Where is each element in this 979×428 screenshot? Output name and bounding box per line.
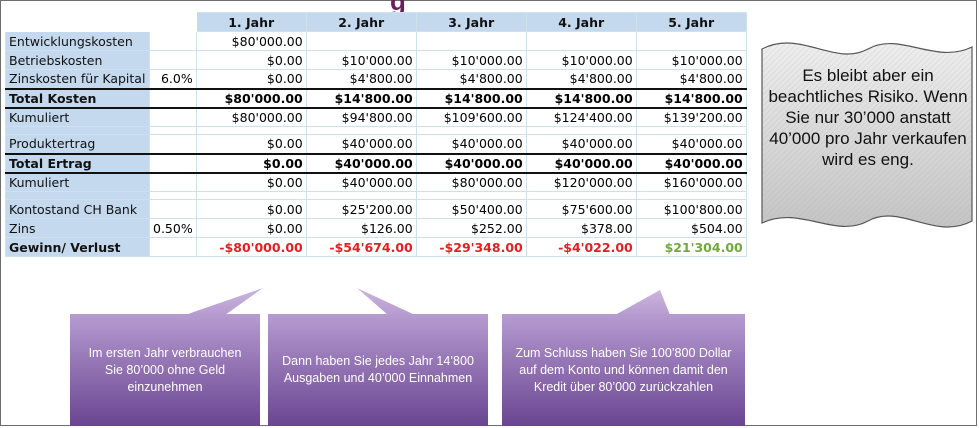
row-label: Kumuliert (5, 107, 150, 127)
value-cell: $504.00 (635, 218, 747, 238)
row-label: Total Kosten (5, 87, 150, 109)
value-cell: $75'600.00 (525, 199, 637, 219)
value-cell: $100'800.00 (635, 199, 747, 219)
value-cell: $80'000.00 (415, 172, 527, 192)
value-cell: $14'800.00 (305, 87, 417, 109)
callout-pointer-3 (615, 290, 670, 315)
row-label: Entwicklungskosten (5, 31, 150, 51)
value-cell: $40'000.00 (415, 152, 527, 174)
header-year-4: 4. Jahr (525, 12, 637, 32)
header-year-5: 5. Jahr (635, 12, 747, 32)
table-row: Kontostand CH Bank $0.00 $25'200.00 $50'… (5, 199, 747, 219)
row-label: Kumuliert (5, 172, 150, 192)
row-label: Kontostand CH Bank (5, 199, 150, 219)
row-label: Total Ertrag (5, 152, 150, 174)
value-cell: $0.00 (195, 152, 307, 174)
value-cell: $21'304.00 (635, 237, 747, 257)
callout-pointer-1 (185, 288, 263, 315)
value-cell: $50'400.00 (415, 199, 527, 219)
value-cell: -$4'022.00 (525, 237, 637, 257)
risk-note: Es bleibt aber ein beachtliches Risiko. … (760, 35, 976, 235)
table-row: Entwicklungskosten $80'000.00 (5, 31, 747, 51)
value-cell: $40'000.00 (305, 134, 417, 154)
value-cell: -$80'000.00 (195, 237, 307, 257)
table-header-row: 1. Jahr 2. Jahr 3. Jahr 4. Jahr 5. Jahr (5, 12, 747, 32)
value-cell: $10'000.00 (415, 50, 527, 70)
value-cell: -$29'348.00 (415, 237, 527, 257)
value-cell: $252.00 (415, 218, 527, 238)
callout-yearly-costs: Dann haben Sie jedes Jahr 14’800 Ausgabe… (268, 314, 488, 426)
value-cell: $139'200.00 (635, 107, 747, 127)
callout-text: Dann haben Sie jedes Jahr 14’800 Ausgabe… (282, 354, 474, 385)
wavy-note-shape (761, 42, 973, 228)
risk-note-text: Es bleibt aber ein beachtliches Risiko. … (768, 66, 968, 169)
table-row: Kumuliert $80'000.00 $94'800.00 $109'600… (5, 107, 747, 127)
value-cell: -$54'674.00 (305, 237, 417, 257)
value-cell: $14'800.00 (635, 87, 747, 109)
value-cell: $80'000.00 (195, 31, 307, 51)
callout-pointer-2 (357, 288, 415, 315)
value-cell: $160'000.00 (635, 172, 747, 192)
value-cell: $0.00 (195, 50, 307, 70)
value-cell: $378.00 (525, 218, 637, 238)
value-cell: $0.00 (195, 199, 307, 219)
table-row: Zins 0.50% $0.00 $126.00 $252.00 $378.00… (5, 218, 747, 238)
callout-text: Zum Schluss haben Sie 100’800 Dollar auf… (515, 345, 732, 394)
row-label: Zins (5, 218, 150, 238)
value-cell: $40'000.00 (635, 152, 747, 174)
header-year-3: 3. Jahr (415, 12, 527, 32)
value-cell: $40'000.00 (415, 134, 527, 154)
table-row-total-revenue: Total Ertrag $0.00 $40'000.00 $40'000.00… (5, 152, 747, 174)
financial-table: 1. Jahr 2. Jahr 3. Jahr 4. Jahr 5. Jahr … (5, 12, 747, 257)
value-cell: $80'000.00 (195, 87, 307, 109)
value-cell: $14'800.00 (525, 87, 637, 109)
value-cell: $40'000.00 (305, 172, 417, 192)
value-cell: $25'200.00 (305, 199, 417, 219)
table-row: Kumuliert $0.00 $40'000.00 $80'000.00 $1… (5, 172, 747, 192)
row-label: Gewinn/ Verlust (5, 237, 150, 257)
value-cell: $14'800.00 (415, 87, 527, 109)
value-cell: $40'000.00 (305, 152, 417, 174)
table-row-profit-loss: Gewinn/ Verlust -$80'000.00 -$54'674.00 … (5, 237, 747, 257)
callout-text: Im ersten Jahr verbrauchen Sie 80’000 oh… (88, 345, 242, 394)
value-cell: $124'400.00 (525, 107, 637, 127)
table-row: Betriebskosten $0.00 $10'000.00 $10'000.… (5, 50, 747, 70)
value-cell: $40'000.00 (525, 152, 637, 174)
value-cell: $40'000.00 (525, 134, 637, 154)
callout-final-balance: Zum Schluss haben Sie 100’800 Dollar auf… (502, 314, 745, 426)
header-year-1: 1. Jahr (195, 12, 307, 32)
header-year-2: 2. Jahr (305, 12, 417, 32)
row-label: Zinskosten für Kapital (5, 69, 150, 89)
value-cell: $10'000.00 (635, 50, 747, 70)
value-cell: $109'600.00 (415, 107, 527, 127)
callout-first-year: Im ersten Jahr verbrauchen Sie 80’000 oh… (70, 314, 260, 426)
value-cell: $10'000.00 (525, 50, 637, 70)
table-row-total-costs: Total Kosten $80'000.00 $14'800.00 $14'8… (5, 87, 747, 109)
